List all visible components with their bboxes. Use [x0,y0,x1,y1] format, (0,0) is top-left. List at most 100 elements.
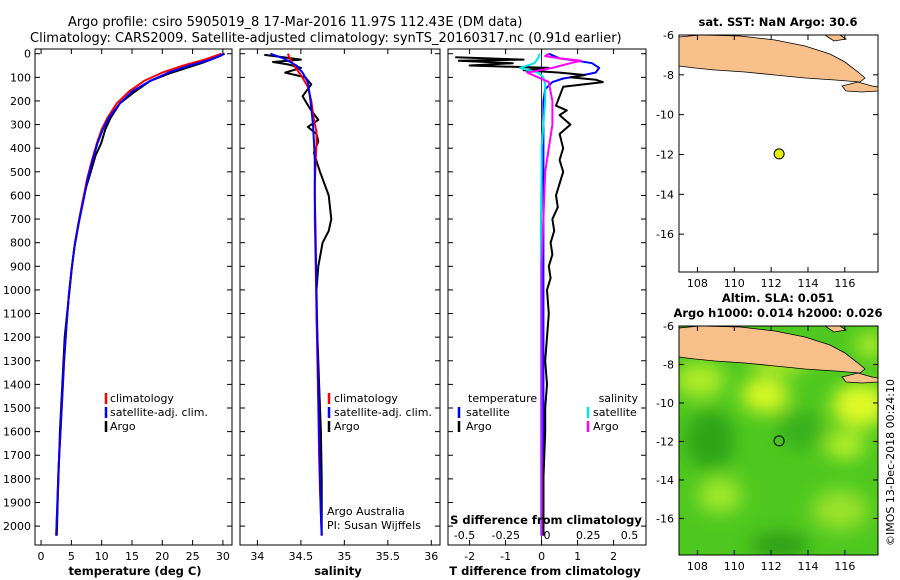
series-line-satellite-adj-clim- [270,52,323,536]
salinity-xlabel: salinity [314,564,362,578]
madura-island [823,34,848,42]
sla-map-frame [678,325,879,556]
sla-map: Altim. SLA: 0.051 Argo h1000: 0.014 h200… [656,291,883,573]
legend-s-satellite-label: satellite [593,406,637,419]
credit-pi-name: PI: Susan Wijffels [327,519,421,532]
salinity-plot-frame [239,48,441,546]
y-tick-label: 500 [10,166,31,179]
map-x-tick-label: 116 [834,277,855,290]
java-island [678,34,866,83]
y-tick-label: 300 [10,119,31,132]
map-x-tick-label: 116 [834,560,855,573]
s-diff-tick-label: -0.25 [492,529,520,542]
imos-credit: ©IMOS 13-Dec-2018 00:24:10 [884,379,897,546]
series-line-satellite-adj-clim- [55,52,226,536]
map-x-tick-label: 108 [687,560,708,573]
y-tick-label: 1100 [3,308,31,321]
x-tick-label: 1 [574,550,581,563]
legend-t-argo-label: Argo [466,420,492,433]
title-line-1: Argo profile: csiro 5905019_8 17-Mar-201… [68,15,522,30]
y-tick-label: 200 [10,95,31,108]
y-tick-label: 600 [10,189,31,202]
sst-map: sat. SST: NaN Argo: 30.6 108 110 112 114 116… [656,15,879,290]
x-tick-label: -2 [464,550,475,563]
series-line-t-argo [455,56,604,536]
s-difference-xlabel: S difference from climatology [450,513,642,527]
bali-island [841,81,879,93]
y-tick-label: 400 [10,142,31,155]
x-tick-label: 5 [68,550,75,563]
y-tick-label: 2000 [3,520,31,533]
map-y-tick-label: -14 [656,474,674,487]
y-tick-label: 1700 [3,449,31,462]
y-tick-label: 900 [10,260,31,273]
legend-climatology-label: climatology [110,392,174,405]
sst-map-title: sat. SST: NaN Argo: 30.6 [698,15,857,29]
sla-map-title: Altim. SLA: 0.051 [722,291,834,305]
y-tick-label: 0 [24,48,31,61]
legend-s-argo-label: Argo [593,420,619,433]
x-tick-label: 25 [186,550,200,563]
legend-satellite-label: satellite-adj. clim. [110,406,208,419]
s-diff-tick-label: 0 [544,529,551,542]
y-tick-label: 800 [10,237,31,250]
series-line-s-argo [526,52,583,536]
x-tick-label: 35 [337,550,351,563]
x-tick-label: 0 [538,550,545,563]
map-y-tick-label: -10 [656,109,674,122]
map-y-tick-label: -12 [656,148,674,161]
y-tick-label: 1300 [3,355,31,368]
map-x-tick-label: 114 [797,277,818,290]
legend-salinity-title: salinity [599,392,639,405]
map-x-tick-label: 110 [724,277,745,290]
argo-float-marker [773,435,785,447]
map-y-tick-label: -12 [656,435,674,448]
legend-temperature-title: temperature [468,392,537,405]
map-y-tick-label: -10 [656,397,674,410]
legend-t-satellite-label: satellite [466,406,510,419]
t-difference-xlabel: T difference from climatology [449,564,641,578]
x-tick-label: 15 [125,550,139,563]
y-tick-label: 1000 [3,284,31,297]
map-y-tick-label: -16 [656,512,674,525]
temperature-xlabel: temperature (deg C) [68,564,201,578]
x-tick-label: 10 [95,550,109,563]
temperature-legend: climatology satellite-adj. clim. Argo [104,392,208,433]
legend-argo-label: Argo [110,420,136,433]
y-tick-label: 1900 [3,496,31,509]
map-x-tick-label: 112 [761,277,782,290]
x-tick-label: 34.5 [289,550,314,563]
map-x-tick-label: 110 [724,560,745,573]
s-diff-tick-label: 0.25 [576,529,601,542]
salinity-panel: 34 34.5 35 35.5 36 salinity climatology sate… [239,48,441,578]
y-tick-label: 1200 [3,331,31,344]
s-diff-tick-label: 0.5 [621,529,639,542]
map-y-tick-label: -6 [663,29,674,42]
x-tick-label: 36 [424,550,438,563]
map-y-tick-label: -8 [663,358,674,371]
series-line-t-satellite [542,52,601,536]
map-x-tick-label: 114 [797,560,818,573]
map-x-tick-label: 112 [761,560,782,573]
legend-satellite-label: satellite-adj. clim. [334,406,432,419]
sla-map-subtitle: Argo h1000: 0.014 h2000: 0.026 [673,306,882,320]
x-tick-label: 35.5 [376,550,401,563]
map-y-tick-label: -14 [656,188,674,201]
map-y-tick-label: -16 [656,228,674,241]
difference-panel: -2 -1 0 1 2 -0.5 -0.25 0 0.25 0.5 T difference f… [447,48,647,578]
map-y-tick-label: -6 [663,320,674,333]
y-tick-label: 1400 [3,378,31,391]
argo-float-marker [773,148,785,160]
s-diff-tick-label: -0.5 [454,529,475,542]
y-tick-label: 1500 [3,402,31,415]
x-tick-label: 30 [216,550,230,563]
map-x-tick-label: 108 [687,277,708,290]
x-tick-label: 2 [610,550,617,563]
y-tick-label: 100 [10,71,31,84]
difference-legend: temperature satellite Argo salinity sate… [457,392,639,433]
map-y-tick-label: -8 [663,69,674,82]
credit-argo-australia: Argo Australia [327,505,405,518]
y-tick-label: 1800 [3,473,31,486]
temperature-plot-frame [34,48,233,546]
